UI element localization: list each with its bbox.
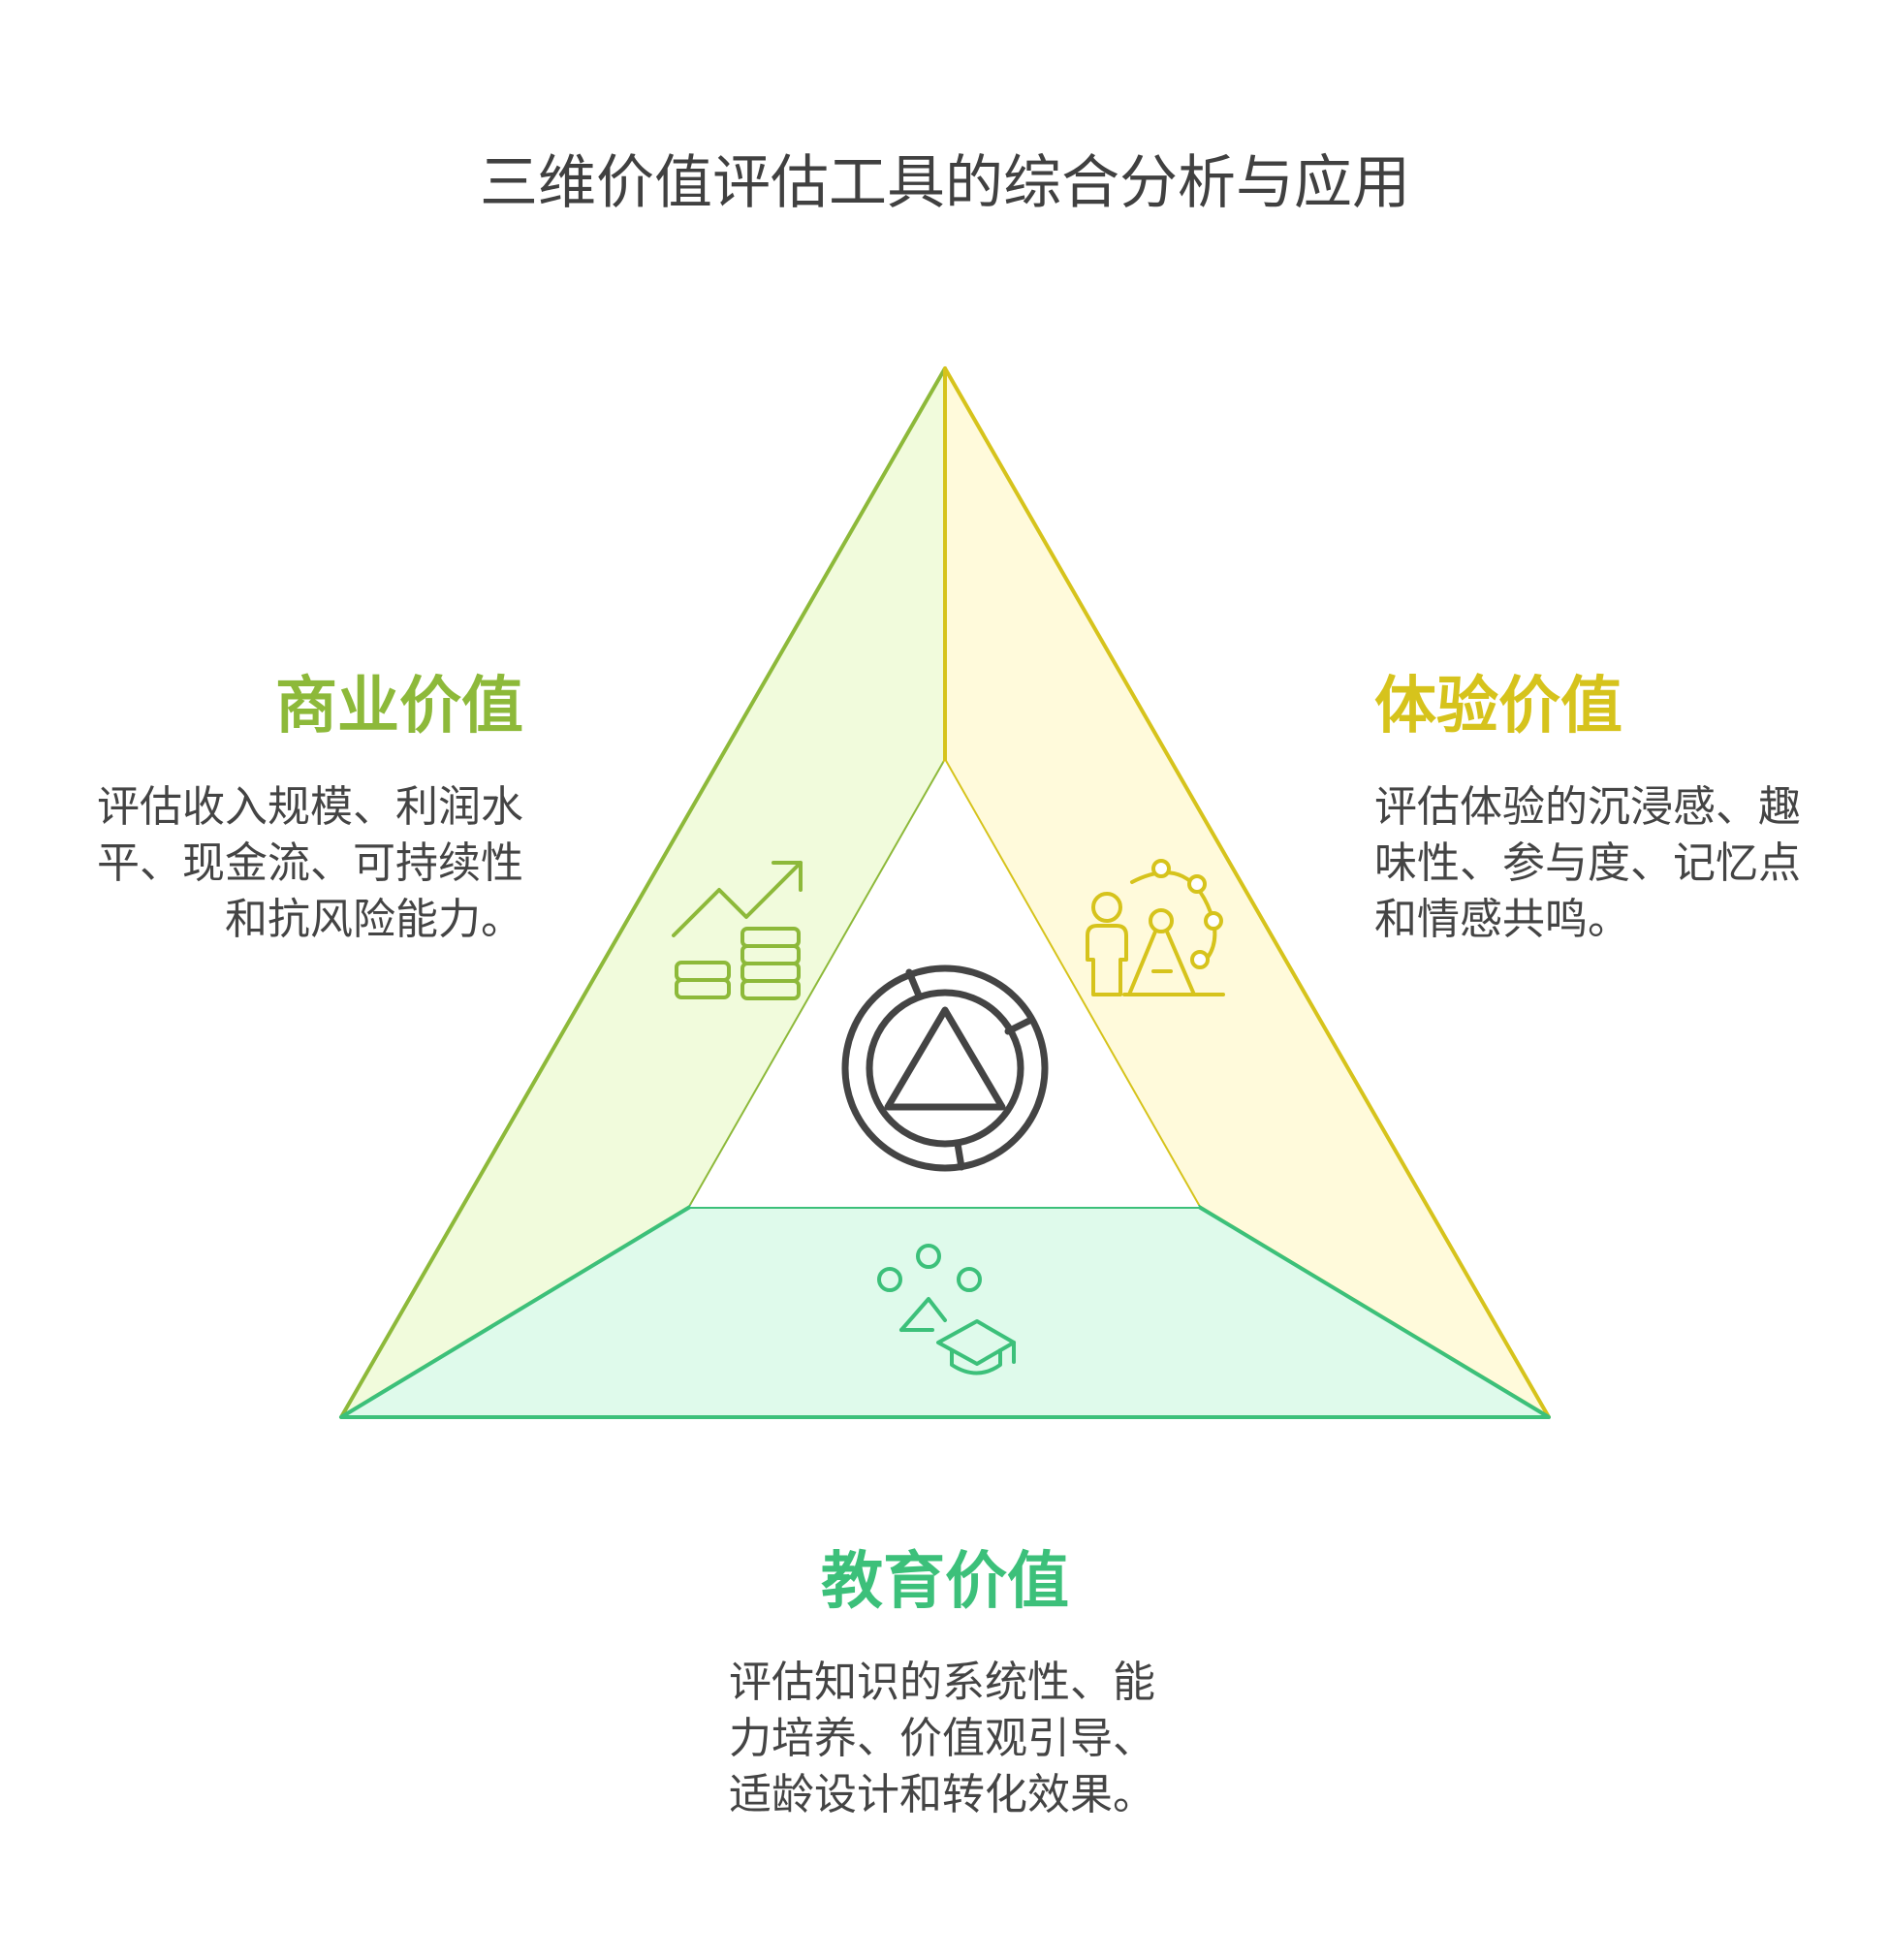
growth-chart-coins-icon [672, 861, 803, 1000]
experience-desc-line: 味性、参与度、记忆点 [1374, 838, 1801, 888]
experience-value-title: 体验价值 [1374, 671, 1622, 743]
business-value-description: 评估收入规模、利润水 平、现金流、可持续性 和抗风险能力。 [0, 779, 523, 948]
business-desc-line: 评估收入规模、利润水 [97, 782, 523, 832]
experience-value-description: 评估体验的沉浸感、趣 味性、参与度、记忆点 和情感共鸣。 [1374, 779, 1830, 948]
business-value-title: 商业价值 [275, 671, 523, 743]
business-desc-line: 平、现金流、可持续性 [97, 838, 523, 888]
education-value-description: 评估知识的系统性、能 力培养、价值观引导、 适龄设计和转化效果。 [729, 1655, 1184, 1823]
experience-desc-line: 评估体验的沉浸感、趣 [1374, 782, 1801, 832]
education-value-title: 教育价值 [821, 1546, 1069, 1618]
inner-triangle [690, 761, 1199, 1207]
experience-desc-line: 和情感共鸣。 [1374, 895, 1630, 944]
person-experience-icon [1086, 859, 1225, 996]
education-desc-line: 适龄设计和转化效果。 [729, 1770, 1155, 1819]
page-title: 三维价值评估工具的综合分析与应用 [480, 149, 1410, 217]
graduation-cap-icon [877, 1244, 1016, 1375]
business-desc-line: 和抗风险能力。 [225, 895, 523, 944]
triangle-in-circle-icon [841, 964, 1049, 1172]
education-desc-line: 力培养、价值观引导、 [729, 1714, 1155, 1763]
education-desc-line: 评估知识的系统性、能 [729, 1658, 1155, 1707]
